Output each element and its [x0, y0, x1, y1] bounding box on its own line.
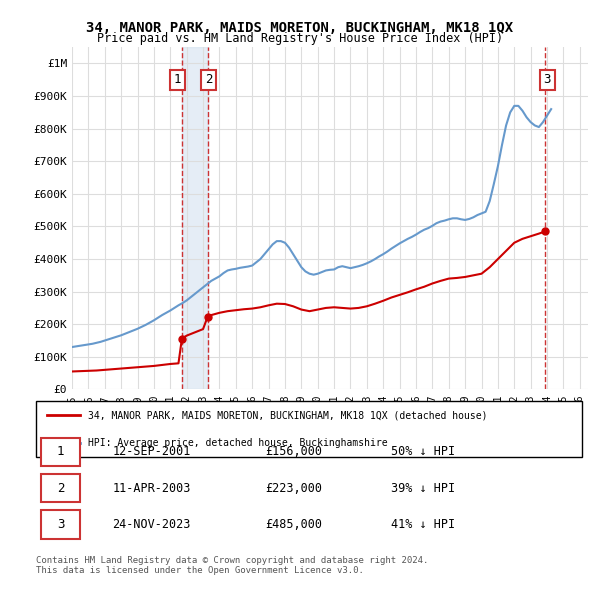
Text: 41% ↓ HPI: 41% ↓ HPI	[391, 518, 455, 531]
Text: 12-SEP-2001: 12-SEP-2001	[112, 445, 191, 458]
Text: 3: 3	[543, 73, 551, 86]
FancyBboxPatch shape	[41, 438, 80, 466]
Text: 3: 3	[57, 518, 64, 531]
Text: 2: 2	[57, 481, 64, 495]
Bar	[182, 47, 208, 389]
Text: 24-NOV-2023: 24-NOV-2023	[112, 518, 191, 531]
Text: 34, MANOR PARK, MAIDS MORETON, BUCKINGHAM, MK18 1QX (detached house): 34, MANOR PARK, MAIDS MORETON, BUCKINGHA…	[88, 410, 487, 420]
FancyBboxPatch shape	[41, 510, 80, 539]
Text: 1: 1	[173, 73, 181, 86]
Text: 11-APR-2003: 11-APR-2003	[112, 481, 191, 495]
FancyBboxPatch shape	[36, 401, 582, 457]
Text: £223,000: £223,000	[265, 481, 322, 495]
Text: Price paid vs. HM Land Registry's House Price Index (HPI): Price paid vs. HM Land Registry's House …	[97, 32, 503, 45]
Text: 34, MANOR PARK, MAIDS MORETON, BUCKINGHAM, MK18 1QX: 34, MANOR PARK, MAIDS MORETON, BUCKINGHA…	[86, 21, 514, 35]
FancyBboxPatch shape	[41, 474, 80, 503]
Text: 50% ↓ HPI: 50% ↓ HPI	[391, 445, 455, 458]
Text: 39% ↓ HPI: 39% ↓ HPI	[391, 481, 455, 495]
Text: £156,000: £156,000	[265, 445, 322, 458]
Text: Contains HM Land Registry data © Crown copyright and database right 2024.: Contains HM Land Registry data © Crown c…	[36, 556, 428, 565]
Text: This data is licensed under the Open Government Licence v3.0.: This data is licensed under the Open Gov…	[36, 566, 364, 575]
Text: 2: 2	[205, 73, 212, 86]
Text: £485,000: £485,000	[265, 518, 322, 531]
Text: HPI: Average price, detached house, Buckinghamshire: HPI: Average price, detached house, Buck…	[88, 438, 388, 448]
Text: 1: 1	[57, 445, 64, 458]
